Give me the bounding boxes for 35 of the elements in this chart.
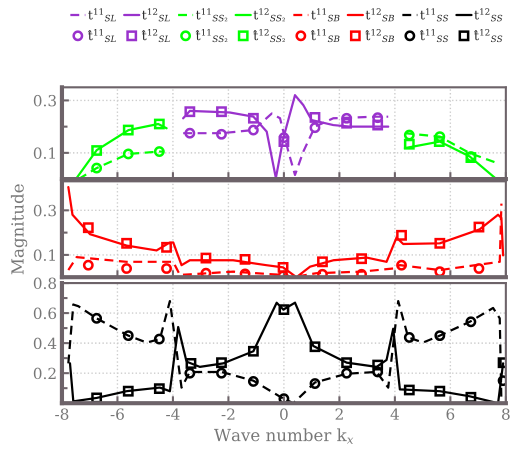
legend-label: t̂$^{12}$$_{SB}$ — [365, 29, 394, 42]
x-axis-title: Wave number k$_{x}$ — [214, 428, 354, 444]
legend-label: t$^{12}$$_{SS₂}$ — [254, 8, 285, 22]
x-tick-label: -2 — [222, 408, 234, 420]
legend-label: t$^{11}$$_{SB}$ — [311, 8, 340, 22]
y-tick-label: 0.1 — [34, 147, 55, 159]
x-tick-label: 2 — [336, 408, 343, 420]
legend-label: t$^{12}$$_{SS}$ — [474, 8, 502, 22]
y-tick-label: 0.3 — [34, 204, 56, 216]
legend-label: t̂$^{11}$$_{SB}$ — [310, 29, 340, 42]
legend-label: t̂$^{12}$$_{SL}$ — [142, 29, 170, 42]
y-tick-label: 0.4 — [34, 338, 56, 350]
y-tick-label: 0.6 — [34, 308, 56, 320]
y-tick-label: 0.3 — [34, 94, 56, 106]
x-tick-label: 8 — [502, 408, 510, 420]
x-tick-label: 0 — [280, 408, 288, 420]
legend-label: t̂$^{12}$$_{SS}$ — [474, 29, 502, 42]
legend-label: t$^{12}$$_{SB}$ — [366, 8, 394, 22]
y-tick-label: 0.2 — [34, 368, 56, 380]
legend-label: t̂$^{12}$$_{SS₂}$ — [253, 29, 285, 42]
legend-label: t$^{11}$$_{SS}$ — [420, 8, 448, 22]
legend-label: t̂$^{11}$$_{SS}$ — [420, 29, 448, 42]
x-tick-label: -6 — [110, 408, 124, 420]
y-tick-label: 0.1 — [34, 249, 55, 261]
legend-label: t̂$^{11}$$_{SS₂}$ — [196, 29, 228, 42]
legend-label: t$^{11}$$_{SL}$ — [88, 8, 116, 22]
x-tick-label: 6 — [446, 408, 454, 420]
x-tick-label: -4 — [166, 408, 180, 420]
x-tick-label: -8 — [55, 408, 68, 420]
y-axis-title: Magnitude — [10, 184, 28, 274]
y-tick-label: 0.8 — [34, 278, 56, 290]
x-tick-label: 4 — [390, 408, 399, 420]
legend-label: t$^{12}$$_{SL}$ — [142, 8, 170, 22]
legend-label: t$^{11}$$_{SS₂}$ — [196, 8, 228, 22]
legend-label: t̂$^{11}$$_{SL}$ — [88, 29, 116, 42]
